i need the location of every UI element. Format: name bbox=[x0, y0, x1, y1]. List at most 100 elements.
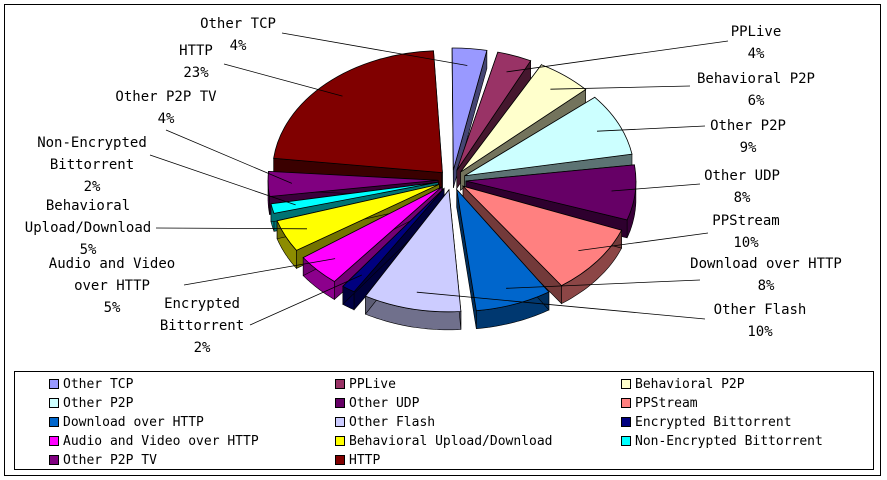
legend-label: Other TCP bbox=[63, 376, 134, 392]
legend-item-other-flash: Other Flash bbox=[335, 413, 435, 431]
data-label-other-p2p-tv: Other P2P TV 4% bbox=[115, 89, 217, 127]
data-labels: Other TCP 4% PPLive 4% Behavioral P2P 6% Other… bbox=[25, 16, 842, 356]
pie-slice-top bbox=[461, 185, 623, 287]
data-label-name: Upload/Download bbox=[25, 220, 151, 236]
data-label-percent: 4% bbox=[158, 111, 175, 127]
data-label-name: Non-Encrypted bbox=[37, 135, 147, 151]
leader-line-behavioral-upload-download bbox=[155, 227, 308, 230]
data-label-name: Other UDP bbox=[704, 168, 780, 184]
data-label-percent: 4% bbox=[230, 38, 247, 54]
legend-swatch bbox=[49, 379, 59, 389]
legend-label: PPStream bbox=[635, 395, 698, 411]
legend-swatch bbox=[49, 398, 59, 408]
pie-slice-top bbox=[464, 96, 633, 177]
legend-item-pplive: PPLive bbox=[335, 375, 396, 393]
data-label-percent: 10% bbox=[733, 235, 759, 251]
legend-item-non-encrypted-bittorrent: Non-Encrypted Bittorrent bbox=[621, 432, 823, 450]
pie-slice-download-over-http bbox=[456, 188, 550, 330]
pie-slice-top bbox=[267, 170, 439, 197]
leader-lines bbox=[149, 32, 729, 326]
pie-slice-encrypted-bittorrent bbox=[342, 187, 445, 311]
leader-line-encrypted-bittorrent bbox=[249, 274, 362, 326]
legend-item-other-p2p-tv: Other P2P TV bbox=[49, 451, 157, 469]
legend-swatch bbox=[335, 379, 345, 389]
data-label-name: over HTTP bbox=[74, 278, 150, 294]
data-label-name: Behavioral P2P bbox=[697, 71, 815, 87]
data-label-percent: 23% bbox=[183, 65, 209, 81]
legend-item-audio-and-video-over-http: Audio and Video over HTTP bbox=[49, 432, 259, 450]
data-label-download-over-http: Download over HTTP 8% bbox=[690, 256, 842, 294]
legend-label: Non-Encrypted Bittorrent bbox=[635, 433, 823, 449]
pie-slice-other-tcp bbox=[451, 47, 488, 189]
legend-label: Behavioral P2P bbox=[635, 376, 745, 392]
legend-swatch bbox=[335, 398, 345, 408]
data-label-other-tcp: Other TCP 4% bbox=[200, 16, 276, 54]
pie-slice-ppstream bbox=[461, 185, 623, 305]
legend-label: Other UDP bbox=[349, 395, 420, 411]
data-label-name: Encrypted bbox=[164, 296, 240, 312]
data-label-other-udp: Other UDP 8% bbox=[704, 168, 780, 206]
legend-swatch bbox=[621, 379, 631, 389]
legend-label: Other Flash bbox=[349, 414, 436, 430]
data-label-name: Bittorrent bbox=[50, 157, 134, 173]
data-label-name: Behavioral bbox=[46, 198, 130, 214]
pie-slice-top bbox=[460, 64, 587, 173]
legend-item-other-udp: Other UDP bbox=[335, 394, 419, 412]
data-label-non-encrypted-bittorrent: Non-Encrypted Bittorrent 2% bbox=[37, 135, 147, 195]
data-label-percent: 5% bbox=[80, 242, 97, 258]
leader-line-other-p2p-tv bbox=[165, 129, 293, 184]
data-label-percent: 2% bbox=[84, 179, 101, 195]
leader-line-other-tcp bbox=[281, 32, 468, 66]
data-label-name: Other Flash bbox=[714, 302, 807, 318]
legend-item-download-over-http: Download over HTTP bbox=[49, 413, 204, 431]
legend-swatch bbox=[49, 436, 59, 446]
legend-swatch bbox=[621, 398, 631, 408]
legend-item-other-tcp: Other TCP bbox=[49, 375, 133, 393]
legend-swatch bbox=[49, 455, 59, 465]
leader-line-other-p2p bbox=[596, 125, 706, 132]
pie-slice-top bbox=[451, 47, 488, 171]
pie-slice-top bbox=[456, 188, 550, 312]
pie-slice-top bbox=[364, 188, 462, 313]
data-label-percent: 8% bbox=[734, 190, 751, 206]
pie-slices bbox=[267, 47, 637, 331]
pie-slice-top bbox=[276, 183, 440, 251]
data-label-name: HTTP bbox=[179, 43, 213, 59]
legend-label: Audio and Video over HTTP bbox=[63, 433, 259, 449]
data-label-name: Bittorrent bbox=[160, 318, 244, 334]
data-label-percent: 9% bbox=[740, 140, 757, 156]
data-label-name: Other TCP bbox=[200, 16, 276, 32]
legend-item-http: HTTP bbox=[335, 451, 380, 469]
legend-swatch bbox=[621, 417, 631, 427]
data-label-audio-and-video-over-http: Audio and Video over HTTP 5% bbox=[49, 256, 175, 316]
leader-line-behavioral-p2p bbox=[550, 85, 691, 90]
legend-label: Other P2P TV bbox=[63, 452, 157, 468]
legend-label: Other P2P bbox=[63, 395, 134, 411]
leader-line-other-flash bbox=[416, 291, 706, 320]
pie-chart: Other TCP 4% PPLive 4% Behavioral P2P 6% Other… bbox=[25, 16, 842, 356]
legend-item-behavioral-upload-download: Behavioral Upload/Download bbox=[335, 432, 553, 450]
data-label-percent: 6% bbox=[748, 93, 765, 109]
pie-slice-other-flash bbox=[364, 188, 462, 331]
legend-label: Download over HTTP bbox=[63, 414, 204, 430]
pie-slice-top bbox=[456, 51, 532, 171]
legend-swatch bbox=[621, 436, 631, 446]
legend-item-encrypted-bittorrent: Encrypted Bittorrent bbox=[621, 413, 792, 431]
legend-item-ppstream: PPStream bbox=[621, 394, 698, 412]
legend-swatch bbox=[49, 417, 59, 427]
data-label-percent: 10% bbox=[747, 324, 773, 340]
data-label-other-flash: Other Flash 10% bbox=[714, 302, 807, 340]
data-label-behavioral-upload-download: Behavioral Upload/Download 5% bbox=[25, 198, 151, 258]
leader-line-audio-and-video-over-http bbox=[183, 258, 336, 286]
data-label-name: Download over HTTP bbox=[690, 256, 842, 272]
pie-slice-top bbox=[273, 50, 443, 174]
pie-slice-top bbox=[465, 164, 637, 221]
leader-line-non-encrypted-bittorrent bbox=[149, 154, 296, 206]
data-label-percent: 4% bbox=[748, 46, 765, 62]
legend-swatch bbox=[335, 436, 345, 446]
data-label-ppstream: PPStream 10% bbox=[712, 213, 779, 251]
leader-line-other-udp bbox=[611, 183, 701, 192]
legend-item-behavioral-p2p: Behavioral P2P bbox=[621, 375, 745, 393]
legend-swatch bbox=[335, 455, 345, 465]
legend-label: PPLive bbox=[349, 376, 396, 392]
